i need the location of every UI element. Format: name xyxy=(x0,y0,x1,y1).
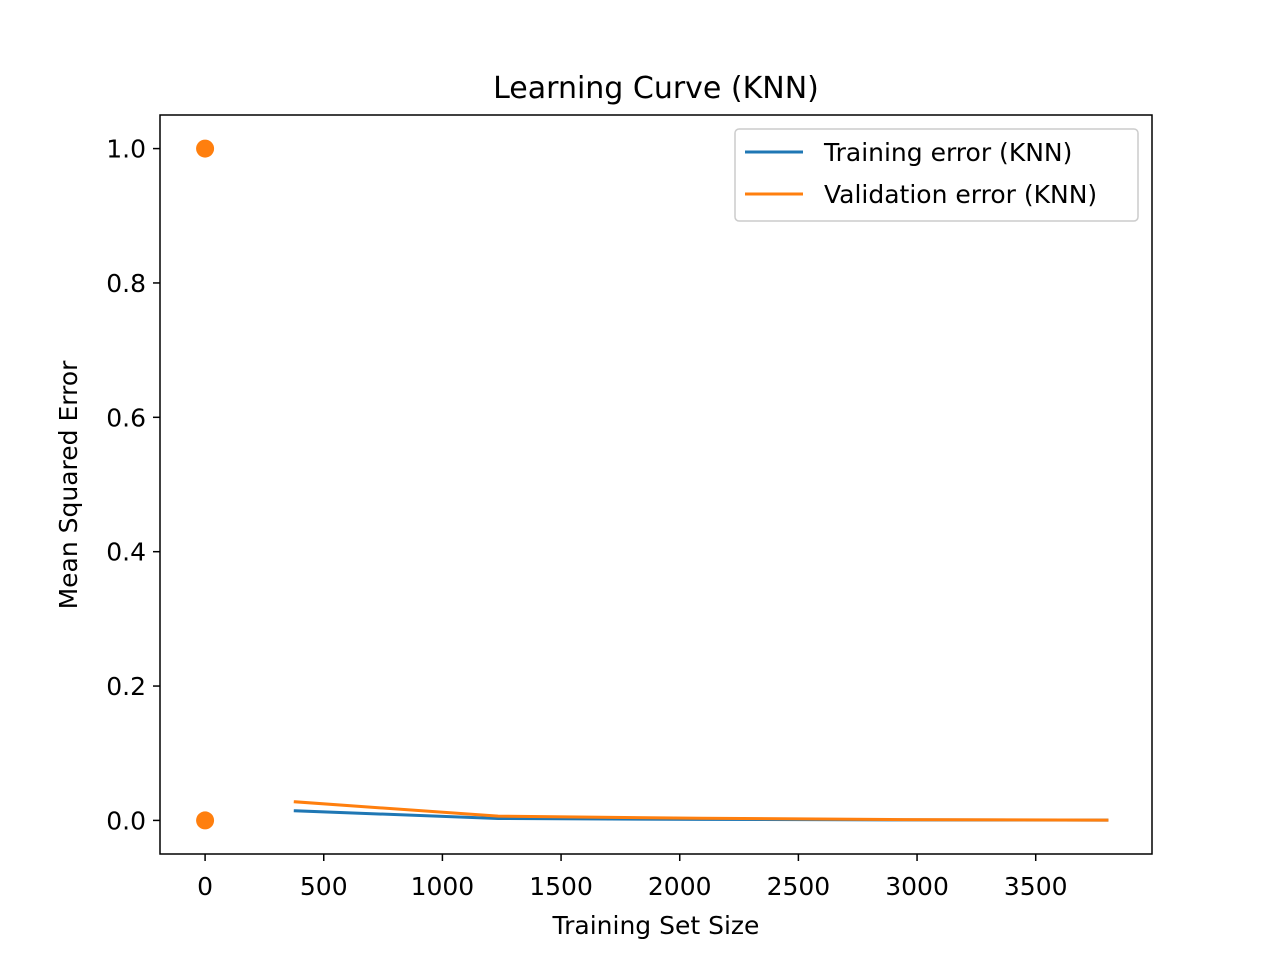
scatter-point xyxy=(196,811,215,830)
x-tick-label: 500 xyxy=(300,872,348,901)
x-tick-label: 3000 xyxy=(885,872,949,901)
chart-title: Learning Curve (KNN) xyxy=(493,71,819,106)
legend-label-validation: Validation error (KNN) xyxy=(824,180,1097,209)
legend-box xyxy=(734,128,1139,222)
y-axis-label: Mean Squared Error xyxy=(54,360,83,610)
y-tick-label: 0.6 xyxy=(106,403,146,432)
y-tick-label: 1.0 xyxy=(106,135,146,164)
y-tick-label: 0.2 xyxy=(106,672,146,701)
x-tick-label: 1500 xyxy=(529,872,593,901)
x-tick-label: 0 xyxy=(197,872,213,901)
legend-label-training: Training error (KNN) xyxy=(823,138,1072,167)
x-axis-label: Training Set Size xyxy=(552,911,760,940)
y-axis-ticks: 0.0 0.2 0.4 0.6 0.8 1.0 xyxy=(106,135,160,835)
series-line-validation xyxy=(293,800,1109,822)
y-tick-label: 0.4 xyxy=(106,538,146,567)
x-tick-label: 3500 xyxy=(1004,872,1068,901)
scatter-point xyxy=(196,139,215,158)
x-tick-label: 2000 xyxy=(648,872,712,901)
plot-content xyxy=(196,139,1109,830)
x-tick-label: 2500 xyxy=(767,872,831,901)
x-tick-label: 1000 xyxy=(411,872,475,901)
y-tick-label: 0.8 xyxy=(106,269,146,298)
y-tick-label: 0.0 xyxy=(106,806,146,835)
x-axis-ticks: 0 500 1000 1500 2000 2500 3000 3500 xyxy=(197,854,1068,901)
plot-frame xyxy=(159,114,1153,855)
legend: Training error (KNN) Validation error (K… xyxy=(734,128,1139,222)
